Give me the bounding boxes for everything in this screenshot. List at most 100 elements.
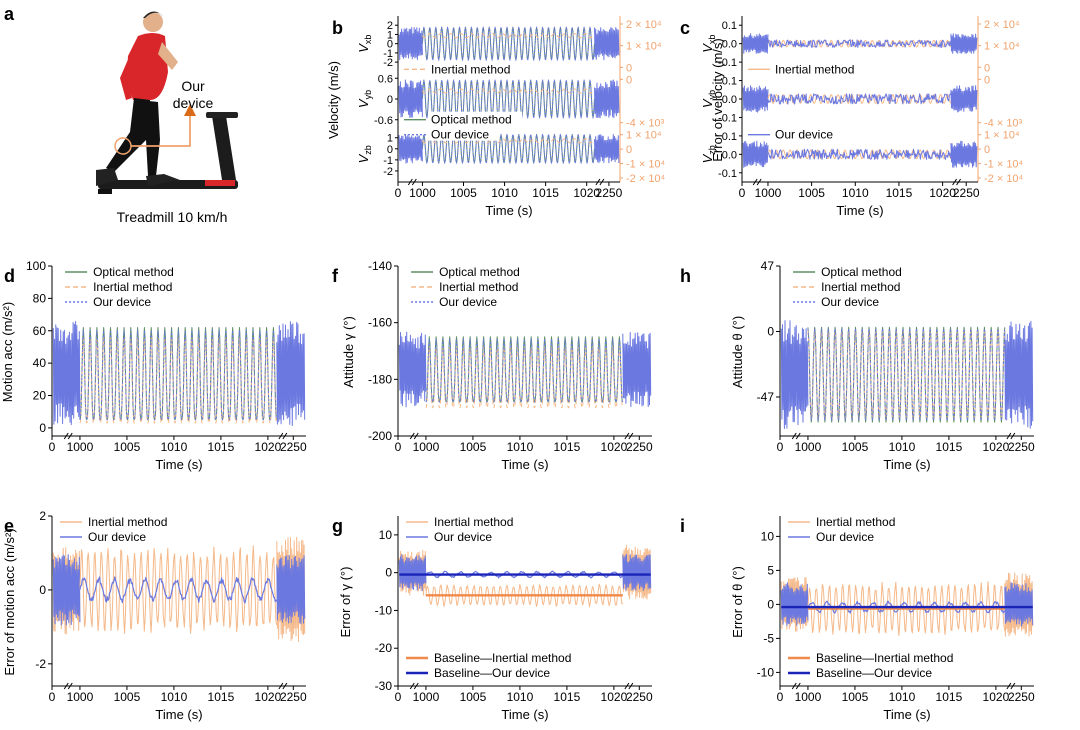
y-tick-label: 1 [387,29,393,41]
axis-break [599,178,605,186]
subplot-label-sub: xb [707,35,717,45]
axis-break [628,682,634,690]
x-tick-label: 1020 [573,186,600,200]
panel-letter: g [332,516,343,536]
plot-area [52,536,306,642]
legend-entry: Inertial method [88,515,167,529]
plot-area [52,321,306,427]
panel-letter: i [680,516,685,536]
y-tick-label: 0 [767,597,774,611]
y-tick-label: 60 [33,324,47,338]
y-tick-label: -30 [375,679,393,693]
x-axis-label: Time (s) [485,203,532,218]
y-tick-right-label: -1 × 10⁴ [984,159,1024,171]
y-tick-label: 0 [767,324,774,338]
x-tick-label: 2250 [1008,690,1035,704]
panel-f: f -140 -160 -180 -200 Attitude γ (°) 0 1000 1005… [332,259,653,472]
x-tick-label: 2250 [596,186,623,200]
x-tick-label: 1015 [554,440,581,454]
legend-entry: Our device [439,295,497,309]
x-tick-label: 1020 [983,440,1010,454]
legend-entry: Inertial method [821,280,900,294]
x-tick-label: 1015 [936,690,963,704]
y-axis-label: Error of velocity (m/s) [710,38,725,162]
subplot-label-sub: yb [363,90,373,100]
axis-break [595,178,601,186]
y-tick-label: -2 [383,57,393,69]
y-tick-label: -1 [383,155,393,167]
x-tick-label: 2250 [1008,440,1035,454]
panel-letter: h [680,266,691,286]
x-tick-label: 1010 [491,186,518,200]
x-tick-label: 1020 [601,440,628,454]
series-device-noise-start [52,554,81,626]
y-tick-label: -200 [368,429,392,443]
x-tick-label: 1000 [755,186,782,200]
series-device-noise-end [276,321,306,427]
y-tick-label: 0 [39,583,46,597]
y-tick-label: 0.1 [722,20,737,32]
x-axis-label: Time (s) [836,203,883,218]
x-tick-label: 1005 [450,186,477,200]
series-device-noise-start [52,321,81,426]
x-tick-label: 1020 [255,440,282,454]
subplot-label-main: V [356,153,371,163]
runner-illustration [96,11,180,186]
x-tick-label: 1005 [460,440,487,454]
axis-break [409,432,415,440]
x-tick-label: 1000 [67,690,94,704]
axis-break [67,432,73,440]
axis-break [1010,432,1016,440]
x-tick-label: 1020 [929,186,956,200]
y-tick-label: 5 [767,563,774,577]
axis-break [63,682,69,690]
legend-entry: Our device [775,128,833,142]
panel-h: h 47 0 -47 Attitude θ (°) 0 1000 1005 1010 1015 10… [680,259,1035,472]
x-axis-label: Time (s) [883,457,930,472]
y-tick-right-label: -2 × 10⁴ [626,173,666,185]
series-device-noise-end [950,33,978,54]
y-tick-right-label: -4 × 10³ [626,118,665,130]
y-axis-label: Motion acc (m/s²) [0,302,15,402]
y-tick-right-label: 2 × 10⁴ [626,19,662,31]
series-device [421,133,595,164]
subplot-label-sub: zb [707,145,717,155]
x-tick-label: 1005 [798,186,825,200]
axis-break [624,682,630,690]
series-device-noise-start [398,331,427,408]
y-tick-label: -20 [375,641,393,655]
y-axis-label: Velocity (m/s) [326,61,341,139]
x-tick-label: 0 [777,440,784,454]
subplot-zb: 0.1 0.0 -0.1 1 × 10⁴ 0 -1 × 10⁴ -2 × 10⁴ Vzb [700,130,1024,185]
series-device-noise-end [622,332,652,408]
legend-entry: Baseline—Inertial method [816,651,953,665]
treadmill-illustration [98,112,238,194]
subplot-yb: 0.1 0.0 -0.1 0 -4 × 10³ Vyb [700,74,1023,129]
axis-break [282,682,288,690]
series-device-noise-end [594,27,620,61]
y-tick-right-label: 0 [984,144,990,156]
y-tick-label: 100 [26,259,46,273]
series-inertial [767,39,952,48]
x-tick-label: 1010 [842,186,869,200]
y-tick-label: -1 [383,48,393,60]
x-tick-label: 1005 [842,690,869,704]
series-device-noise-end [1004,582,1034,627]
x-tick-label: 2250 [953,186,980,200]
y-tick-label: 0.6 [378,73,393,85]
subplot-label: Vyb [700,90,717,108]
x-tick-label: 2250 [626,440,653,454]
legend-entry: Inertial method [816,515,895,529]
axis-break [795,682,801,690]
axis-break [756,178,762,186]
x-tick-label: 0 [739,186,746,200]
y-tick-label: -2 [383,166,393,178]
panel-letter: b [332,18,343,38]
axis-break [791,682,797,690]
axis-break [952,178,957,186]
